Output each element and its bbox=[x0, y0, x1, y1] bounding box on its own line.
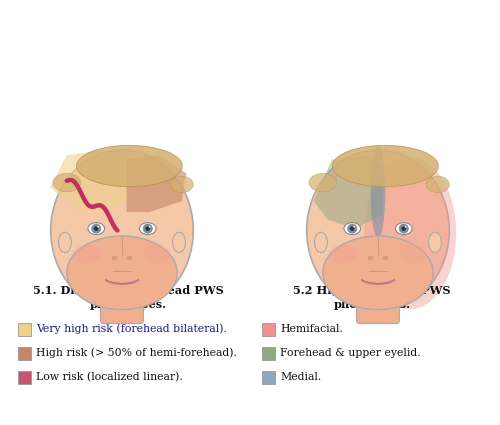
Polygon shape bbox=[314, 155, 382, 229]
Ellipse shape bbox=[344, 223, 360, 235]
Ellipse shape bbox=[143, 245, 171, 264]
FancyBboxPatch shape bbox=[18, 346, 31, 360]
Ellipse shape bbox=[92, 224, 101, 233]
Ellipse shape bbox=[402, 226, 406, 231]
FancyBboxPatch shape bbox=[18, 323, 31, 335]
Text: Medial.: Medial. bbox=[280, 371, 321, 382]
Ellipse shape bbox=[53, 173, 80, 192]
Ellipse shape bbox=[382, 256, 388, 261]
Ellipse shape bbox=[67, 236, 177, 309]
Text: 5.2 High-risk facial PWS
phenotypes.: 5.2 High-risk facial PWS phenotypes. bbox=[293, 285, 451, 310]
Text: 5.1. Distinctive forehead PWS
phenotypes.: 5.1. Distinctive forehead PWS phenotypes… bbox=[32, 285, 224, 310]
Ellipse shape bbox=[309, 173, 336, 192]
Ellipse shape bbox=[332, 145, 438, 187]
Ellipse shape bbox=[146, 226, 150, 231]
FancyBboxPatch shape bbox=[100, 295, 144, 323]
Ellipse shape bbox=[94, 226, 98, 231]
Ellipse shape bbox=[140, 223, 156, 235]
Ellipse shape bbox=[50, 150, 194, 311]
Ellipse shape bbox=[314, 232, 328, 252]
Ellipse shape bbox=[399, 245, 427, 264]
Ellipse shape bbox=[428, 232, 442, 252]
FancyBboxPatch shape bbox=[262, 371, 275, 383]
Ellipse shape bbox=[172, 232, 186, 252]
Text: High risk (> 50% of hemi-forehead).: High risk (> 50% of hemi-forehead). bbox=[36, 348, 237, 358]
Text: Low risk (localized linear).: Low risk (localized linear). bbox=[36, 371, 183, 382]
FancyBboxPatch shape bbox=[262, 323, 275, 335]
Ellipse shape bbox=[126, 256, 132, 261]
Polygon shape bbox=[126, 155, 186, 212]
Ellipse shape bbox=[404, 226, 406, 228]
Text: Hemifacial.: Hemifacial. bbox=[280, 323, 343, 334]
Ellipse shape bbox=[143, 224, 152, 233]
Ellipse shape bbox=[58, 232, 71, 252]
Ellipse shape bbox=[364, 157, 456, 309]
FancyBboxPatch shape bbox=[262, 346, 275, 360]
Ellipse shape bbox=[329, 245, 357, 264]
Ellipse shape bbox=[73, 245, 101, 264]
Ellipse shape bbox=[396, 223, 412, 235]
Ellipse shape bbox=[88, 223, 104, 235]
Text: Forehead & upper eyelid.: Forehead & upper eyelid. bbox=[280, 348, 420, 357]
Ellipse shape bbox=[76, 145, 182, 187]
Ellipse shape bbox=[370, 146, 386, 238]
Ellipse shape bbox=[348, 224, 357, 233]
Ellipse shape bbox=[368, 256, 374, 261]
Ellipse shape bbox=[350, 226, 354, 231]
Ellipse shape bbox=[399, 224, 408, 233]
Polygon shape bbox=[50, 150, 126, 212]
Ellipse shape bbox=[112, 256, 118, 261]
Ellipse shape bbox=[148, 226, 150, 228]
Ellipse shape bbox=[97, 226, 99, 228]
Ellipse shape bbox=[353, 226, 355, 228]
FancyBboxPatch shape bbox=[356, 295, 400, 323]
Ellipse shape bbox=[170, 176, 194, 193]
Text: Very high risk (forehead bilateral).: Very high risk (forehead bilateral). bbox=[36, 323, 227, 334]
FancyBboxPatch shape bbox=[18, 371, 31, 383]
Ellipse shape bbox=[426, 176, 450, 193]
Ellipse shape bbox=[306, 150, 450, 311]
Ellipse shape bbox=[323, 236, 433, 309]
